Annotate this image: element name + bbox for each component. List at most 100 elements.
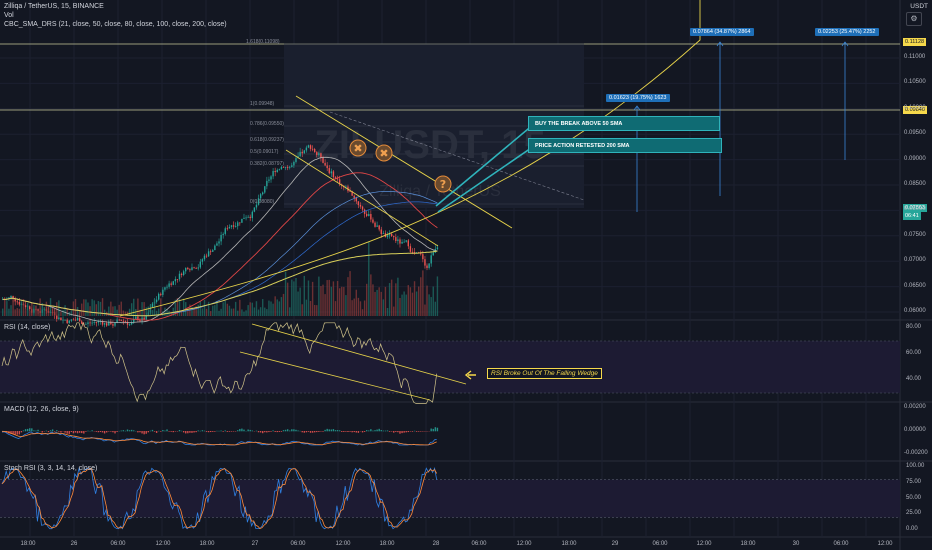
macd-histogram-bar [376, 429, 378, 432]
macd-histogram-bar [33, 430, 35, 432]
target-arrowhead-2 [841, 41, 849, 47]
volume-bar [39, 298, 41, 316]
candle [151, 303, 154, 308]
volume-bar [378, 287, 380, 316]
macd-tick: -0.00200 [904, 450, 928, 456]
time-tick: 30 [792, 541, 800, 547]
macd-histogram-bar [320, 431, 322, 432]
chart-settings-icon[interactable]: ⚙ [906, 12, 922, 26]
candle [118, 319, 120, 321]
candle [432, 252, 434, 256]
candle [272, 170, 274, 177]
candle [168, 283, 170, 287]
buy-break-annotation[interactable]: BUY THE BREAK ABOVE 50 SMA [528, 116, 720, 131]
candle [305, 147, 308, 151]
volume-bar [395, 283, 397, 316]
stoch-d-line [1, 468, 438, 529]
price-tick: 0.07000 [904, 257, 926, 264]
volume-bar [155, 310, 158, 316]
candle [380, 229, 382, 234]
stoch-k-line [1, 467, 438, 530]
stoch-tick: 0.00 [906, 526, 918, 532]
candle [355, 197, 357, 202]
macd-histogram-bar [22, 430, 25, 432]
volume-bar [403, 291, 405, 316]
volume-bar [393, 306, 395, 316]
volume-bar [390, 279, 393, 316]
candle [101, 321, 104, 325]
candle [307, 145, 310, 148]
macd-histogram-bar [60, 431, 62, 433]
volume-bar [85, 299, 87, 316]
macd-histogram-bar [224, 430, 226, 432]
time-tick: 12:00 [335, 541, 351, 547]
candle [397, 239, 399, 242]
candle [407, 240, 409, 247]
time-tick: 12:00 [516, 541, 532, 547]
volume-bar [268, 300, 270, 316]
macd-histogram-bar [54, 431, 56, 432]
time-tick: 18:00 [740, 541, 756, 547]
volume-bar [251, 302, 253, 316]
candle [251, 211, 253, 219]
candle [97, 321, 100, 323]
macd-histogram-bar [72, 431, 75, 434]
volume-bar [353, 298, 355, 316]
candle [322, 157, 324, 163]
rsi-band [0, 341, 900, 393]
macd-histogram-bar [160, 431, 162, 432]
candle [10, 295, 12, 298]
volume-bar [249, 302, 251, 316]
candle [228, 226, 231, 229]
rsi-wedge-lower [239, 351, 431, 401]
macd-histogram-bar [230, 431, 233, 432]
macd-histogram-bar [278, 431, 281, 432]
candle [29, 306, 31, 310]
macd-histogram-bar [314, 431, 316, 433]
macd-histogram-bar [193, 431, 195, 433]
candle [120, 319, 122, 321]
target-callout-1[interactable]: 0.01623 (19.75%) 1623 [606, 94, 670, 102]
macd-histogram-bar [237, 430, 239, 432]
volume-bar [54, 308, 56, 316]
macd-histogram-bar [405, 431, 407, 433]
volume-bar [12, 298, 14, 316]
macd-histogram-bar [103, 431, 106, 434]
candle [66, 319, 68, 324]
time-tick: 28 [432, 541, 440, 547]
candle [106, 323, 108, 326]
volume-bar [334, 301, 337, 316]
candle [195, 268, 197, 269]
candle [178, 273, 181, 280]
macd-histogram-bar [241, 428, 243, 432]
volume-bar [122, 310, 125, 316]
macd-histogram-bar [182, 431, 185, 433]
volume-bar [124, 311, 127, 316]
retest-annotation[interactable]: PRICE ACTION RETESTED 200 SMA [528, 138, 722, 153]
volume-bar [191, 307, 193, 316]
macd-histogram-bar [380, 430, 382, 432]
candle [409, 246, 412, 252]
candle [372, 219, 374, 223]
target-callout-2[interactable]: 0.07864 (34.87%) 2864 [690, 28, 754, 36]
volume-bar [418, 286, 420, 316]
rsi-breakout-note[interactable]: RSI Broke Out Of The Falling Wedge [487, 368, 602, 379]
question-marker-icon: ? [440, 178, 446, 191]
target-callout-3[interactable]: 0.02253 (25.47%) 2252 [815, 28, 879, 36]
candle [91, 322, 93, 324]
candle [12, 295, 14, 299]
candle [216, 243, 218, 246]
volume-bar [343, 286, 345, 316]
candle [289, 166, 291, 168]
candle [193, 267, 195, 269]
volume-bar [114, 306, 116, 316]
macd-histogram-bar [239, 428, 241, 432]
macd-histogram-bar [384, 430, 387, 432]
volume-bar [195, 306, 197, 316]
candle [203, 255, 206, 260]
volume-bar [297, 291, 299, 316]
macd-histogram-bar [122, 430, 125, 432]
candle [262, 192, 264, 195]
candle [386, 235, 389, 238]
